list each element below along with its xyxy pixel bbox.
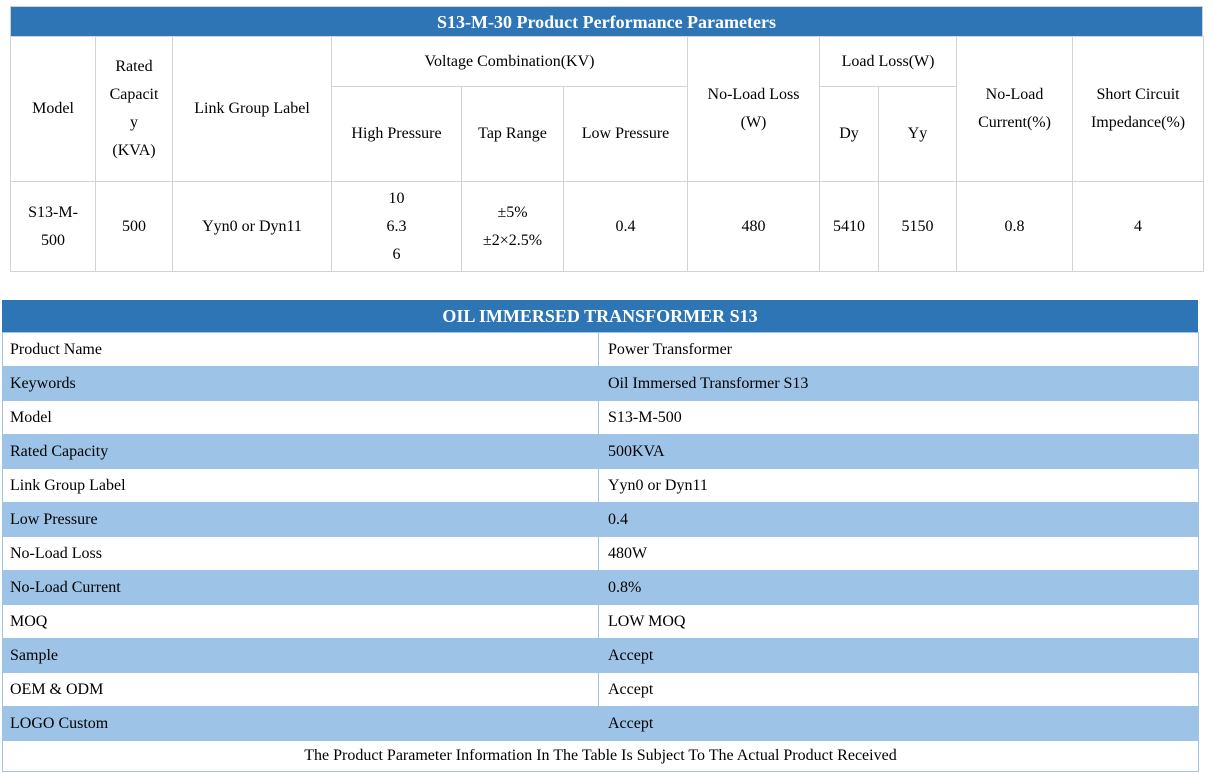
low-pressure-value-cell: 0.4: [562, 181, 689, 272]
col-header-load-loss: Load Loss(W): [819, 36, 958, 87]
col-header-yy: Yy: [878, 86, 958, 182]
model-value-cell: S13-M-500: [10, 181, 96, 272]
spec-value-cell: 0.4: [598, 502, 1199, 537]
col-header-model: Model: [10, 36, 96, 182]
spec-label-cell: Keywords: [2, 366, 599, 401]
performance-data-row: S13-M-500 500 Yyn0 or Dyn11 10 6.3 6 ±5%…: [10, 181, 1205, 272]
spec-row: Keywords Oil Immersed Transformer S13: [2, 366, 1199, 401]
spec-row: Sample Accept: [2, 638, 1199, 673]
dy-value-cell: 5410: [819, 181, 880, 272]
spec-label-cell: Sample: [2, 638, 599, 673]
spec-label-cell: No-Load Current: [2, 570, 599, 605]
spec-label-cell: Product Name: [2, 332, 599, 367]
product-spec-section: OIL IMMERSED TRANSFORMER S13 Product Nam…: [2, 300, 1199, 772]
spec-value-cell: 500KVA: [598, 434, 1199, 469]
spec-value-cell: 0.8%: [598, 570, 1199, 605]
spec-row: LOGO Custom Accept: [2, 706, 1199, 741]
spec-row: No-Load Current 0.8%: [2, 570, 1199, 605]
rated-capacity-value-cell: 500: [95, 181, 173, 272]
spec-label-cell: Model: [2, 400, 599, 435]
spec-value-cell: Accept: [598, 638, 1199, 673]
footer-note: The Product Parameter Information In The…: [2, 740, 1199, 772]
col-header-dy: Dy: [819, 86, 880, 182]
spec-row: Link Group Label Yyn0 or Dyn11: [2, 468, 1199, 503]
spec-row: No-Load Loss 480W: [2, 536, 1199, 571]
spec-label-cell: Link Group Label: [2, 468, 599, 503]
no-load-current-value-cell: 0.8: [956, 181, 1074, 272]
spec-value-cell: LOW MOQ: [598, 604, 1199, 639]
col-header-rated-capacity: Rated Capacity (KVA): [95, 36, 173, 182]
spec-value-cell: Oil Immersed Transformer S13: [598, 366, 1199, 401]
spec-row: OEM & ODM Accept: [2, 672, 1199, 707]
product-spec-table: Product Name Power Transformer Keywords …: [2, 332, 1199, 772]
spec-label-cell: Low Pressure: [2, 502, 599, 537]
spec-label-cell: MOQ: [2, 604, 599, 639]
short-circuit-impedance-value-cell: 4: [1072, 181, 1205, 272]
spec-row: Model S13-M-500: [2, 400, 1199, 435]
spec-value-cell: Accept: [598, 706, 1199, 741]
spec-value-cell: Yyn0 or Dyn11: [598, 468, 1199, 503]
spec-label-cell: Rated Capacity: [2, 434, 599, 469]
spec-row: Product Name Power Transformer: [2, 332, 1199, 367]
yy-value-cell: 5150: [878, 181, 958, 272]
col-header-high-pressure: High Pressure: [331, 86, 462, 182]
link-group-label-value-cell: Yyn0 or Dyn11: [172, 181, 332, 272]
col-header-no-load-loss: No-Load Loss (W): [687, 36, 821, 182]
col-header-no-load-current: No-Load Current(%): [956, 36, 1074, 182]
spec-value-cell: 480W: [598, 536, 1199, 571]
performance-parameters-section: S13-M-30 Product Performance Parameters …: [10, 6, 1205, 272]
spec-label-cell: OEM & ODM: [2, 672, 599, 707]
tap-range-value-cell: ±5% ±2×2.5%: [461, 181, 564, 272]
performance-parameters-table: Model Rated Capacity (KVA) Link Group La…: [10, 36, 1205, 272]
spec-table-title: OIL IMMERSED TRANSFORMER S13: [2, 300, 1198, 332]
col-header-low-pressure: Low Pressure: [562, 86, 689, 182]
col-header-voltage-combination: Voltage Combination(KV): [330, 36, 689, 87]
spec-value-cell: S13-M-500: [598, 400, 1199, 435]
spec-footer-row: The Product Parameter Information In The…: [2, 740, 1199, 772]
no-load-loss-value-cell: 480: [687, 181, 821, 272]
spec-row: Low Pressure 0.4: [2, 502, 1199, 537]
spec-value-cell: Power Transformer: [598, 332, 1199, 367]
spec-label-cell: LOGO Custom: [2, 706, 599, 741]
spec-row: Rated Capacity 500KVA: [2, 434, 1199, 469]
col-header-link-group-label: Link Group Label: [172, 36, 332, 182]
spec-label-cell: No-Load Loss: [2, 536, 599, 571]
high-pressure-value-cell: 10 6.3 6: [331, 181, 462, 272]
col-header-tap-range: Tap Range: [461, 86, 564, 182]
performance-table-title: S13-M-30 Product Performance Parameters: [10, 6, 1203, 36]
spec-value-cell: Accept: [598, 672, 1199, 707]
spec-row: MOQ LOW MOQ: [2, 604, 1199, 639]
col-header-short-circuit-impedance: Short Circuit Impedance(%): [1072, 36, 1205, 182]
